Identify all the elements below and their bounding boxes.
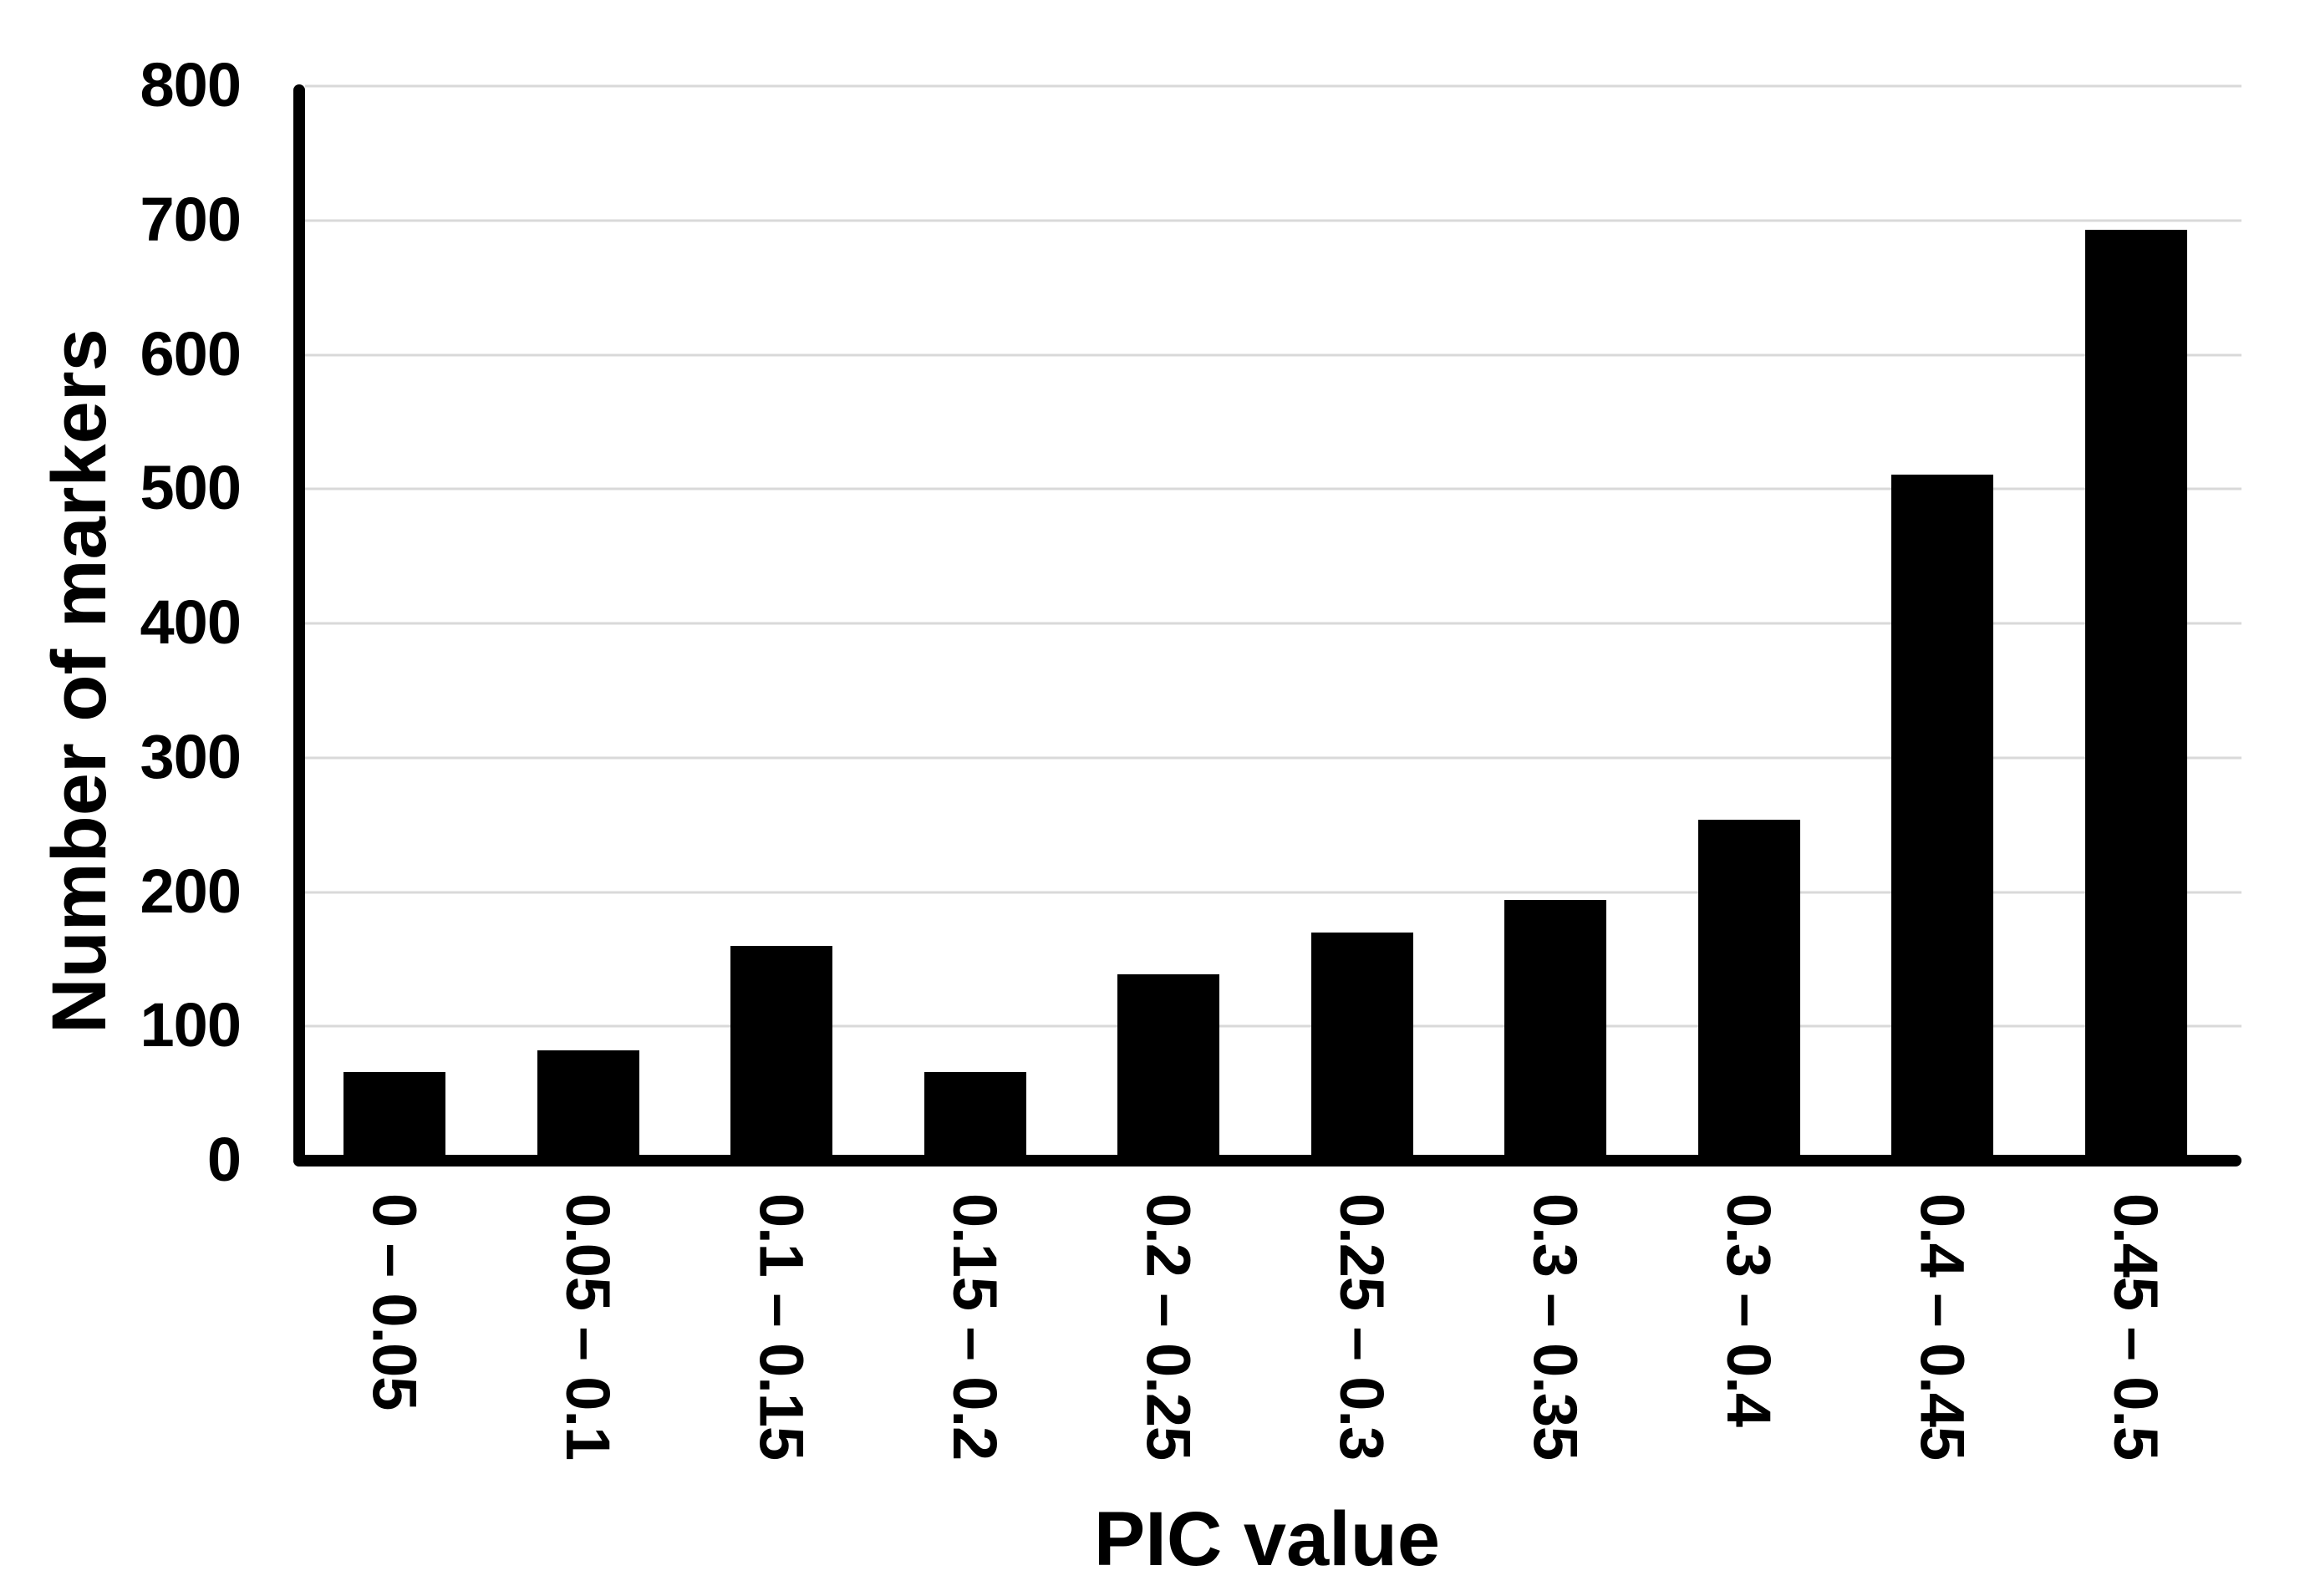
x-tick-label-6: 0.3 – 0.35: [1520, 1193, 1590, 1461]
x-tick-label-2: 0.1 – 0.15: [746, 1193, 817, 1461]
y-axis-spine: [293, 84, 305, 1167]
y-tick-label-100: 100: [140, 990, 242, 1060]
y-tick-label-800: 800: [140, 49, 242, 119]
gridline-700: [305, 219, 2241, 222]
gridline-200: [305, 891, 2241, 893]
x-tick-label-9: 0.45 – 0.5: [2101, 1193, 2170, 1461]
bar-0.05 – 0.1: [537, 1050, 639, 1162]
bar-0.4 – 0.45: [1891, 474, 1993, 1162]
x-tick-label-3: 0.15 – 0.2: [940, 1193, 1010, 1461]
gridline-500: [305, 487, 2241, 490]
y-tick-label-0: 0: [206, 1124, 242, 1194]
gridline-100: [305, 1024, 2241, 1028]
x-axis-title: PIC value: [1093, 1497, 1441, 1582]
y-tick-label-600: 600: [140, 318, 242, 389]
x-tick-label-5: 0.25 – 0.3: [1327, 1193, 1397, 1461]
x-tick-label-4: 0.2 – 0.25: [1133, 1193, 1203, 1461]
y-tick-label-500: 500: [140, 453, 242, 523]
y-tick-label-300: 300: [140, 721, 242, 791]
y-tick-label-400: 400: [140, 587, 242, 657]
bar-0.3 – 0.35: [1504, 900, 1606, 1162]
bar-0.1 – 0.15: [730, 945, 832, 1162]
x-tick-label-1: 0.05 – 0.1: [553, 1193, 623, 1461]
bar-0 – 0.05: [343, 1071, 445, 1162]
bar-0.45 – 0.5: [2084, 230, 2187, 1162]
x-tick-label-7: 0.3 – 0.4: [1714, 1193, 1783, 1427]
gridline-400: [305, 622, 2241, 625]
gridline-800: [305, 84, 2241, 88]
x-tick-label-8: 0.4 – 0.45: [1907, 1193, 1977, 1461]
bar-0.25 – 0.3: [1310, 932, 1413, 1162]
gridline-300: [305, 756, 2241, 760]
bar-0.2 – 0.25: [1117, 973, 1219, 1162]
x-tick-label-0: 0 – 0.05: [359, 1193, 430, 1410]
y-tick-label-200: 200: [140, 856, 242, 926]
bar-0.15 – 0.2: [924, 1071, 1026, 1162]
bar-0.3 – 0.4: [1697, 819, 1800, 1162]
y-tick-label-700: 700: [140, 184, 242, 254]
x-axis-spine: [293, 1155, 2241, 1167]
gridline-600: [305, 353, 2241, 356]
